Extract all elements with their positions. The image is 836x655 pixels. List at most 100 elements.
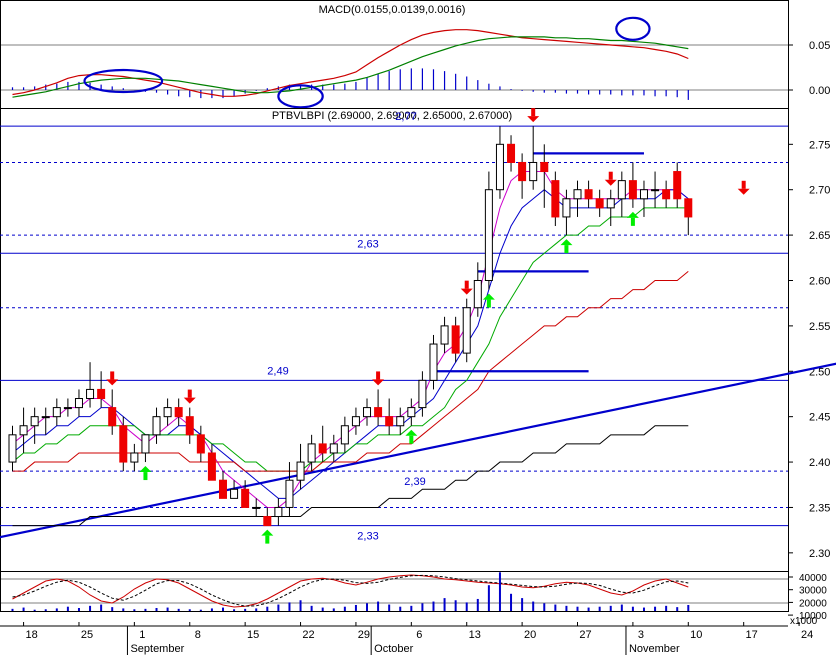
macd-panel: 0.05 0.00 MACD(0.0155,0.0139,0.0016) [0,0,830,109]
candle-body [8,434,17,463]
panel-frame [0,108,789,572]
price-tick-label: 2.60 [809,275,830,287]
candle-body [163,407,172,418]
candle-body [385,416,394,427]
level-label: 2,33 [357,531,378,543]
candle-body [63,407,72,410]
candle-body [30,416,39,427]
x-tick-label: 13 [469,629,481,641]
candle-body [241,488,250,508]
month-label: November [629,643,680,655]
candle-body [617,180,626,200]
sell-arrow [372,379,385,386]
candle-body [484,189,493,281]
level-label: 2,77 [395,111,416,123]
price-tick-label: 2.75 [809,139,830,151]
candle-body [562,198,571,218]
volume-panel: x1000 [11,572,818,627]
buy-arrow-shaft [143,472,148,481]
x-tick-label: 20 [524,629,536,641]
sell-arrow [527,116,540,123]
stochastic-line [12,574,689,608]
candle-body [529,161,538,182]
macd-tick-label: 0.00 [809,85,830,97]
x-tick-label: 29 [358,629,370,641]
candle-body [639,189,648,200]
moving-average-line [12,425,689,527]
sell-arrow [183,397,196,404]
sell-arrow-shaft [376,371,381,380]
candle-body [628,180,637,200]
candle-body [207,452,216,481]
x-tick-label: 10 [690,629,702,641]
macd-tick-label: 0.05 [809,40,830,52]
panel-frame [0,571,789,612]
candle-body [551,180,560,218]
candle-body [74,398,83,409]
moving-average-line [12,171,689,508]
candle-body [351,416,360,427]
candle-body [374,407,383,418]
buy-arrow-shaft [486,299,491,308]
macd-series-line [12,29,689,97]
candle-body [97,388,106,400]
candle-body [196,434,205,454]
candle-body [108,407,117,427]
moving-average-line [12,207,689,472]
x-tick-label: 27 [579,629,591,641]
macd-highlight-circle [615,16,651,41]
sell-arrow [460,288,473,295]
price-tick-label: 2.30 [809,548,830,560]
candle-body [307,443,316,463]
price-tick-label: 2.45 [809,412,830,424]
price-tick-label: 2.40 [809,457,830,469]
price-tick-label: 2.70 [809,185,830,197]
macd-title: MACD(0.0155,0.0139,0.0016) [319,4,466,16]
buy-arrow-shaft [409,435,414,444]
stochastic-line [12,574,689,607]
buy-arrow [626,211,639,218]
level-label: 2,49 [267,365,288,377]
price-title: PTBVLBPI (2.69000, 2.69000, 2.65000, 2.6… [272,110,512,122]
candle-body [363,407,372,418]
candle-body [230,488,239,499]
buy-arrow-shaft [564,245,569,254]
x-tick-label: 22 [302,629,314,641]
candle-body [218,479,227,499]
macd-highlight-circle [83,68,164,94]
candle-body [263,516,272,527]
candle-body [119,425,128,463]
price-panel: 2.752.702.652.602.552.502.452.402.352.30… [0,108,836,572]
candle-body [662,189,671,200]
sell-arrow-shaft [110,371,115,380]
sell-arrow-shaft [608,171,613,180]
candle-body [429,343,438,381]
buy-arrow [482,293,495,300]
x-tick-label: 24 [801,629,813,641]
x-tick-label: 3 [638,629,644,641]
month-label: October [374,643,413,655]
buy-arrow [405,429,418,436]
candle-body [451,325,460,354]
candle-body [19,425,28,436]
candle-body [52,407,61,418]
sell-arrow-shaft [741,180,746,189]
candle-body [606,198,615,209]
buy-arrow [139,466,152,473]
price-tick-label: 2.55 [809,321,830,333]
candle-body [174,407,183,418]
x-tick-label: 18 [25,629,37,641]
price-tick-label: 2.65 [809,230,830,242]
candle-body [595,198,604,209]
candle-body [86,388,95,400]
level-label: 2,39 [404,476,425,488]
candle-body [673,171,682,200]
macd-highlight-circle [277,84,324,109]
x-tick-label: 15 [247,629,259,641]
candle-body [396,416,405,427]
candle-body [252,506,261,509]
candle-body [340,425,349,445]
x-axis: 182518152229613202731017241SeptemberOcto… [0,622,813,655]
candle-body [684,198,693,218]
